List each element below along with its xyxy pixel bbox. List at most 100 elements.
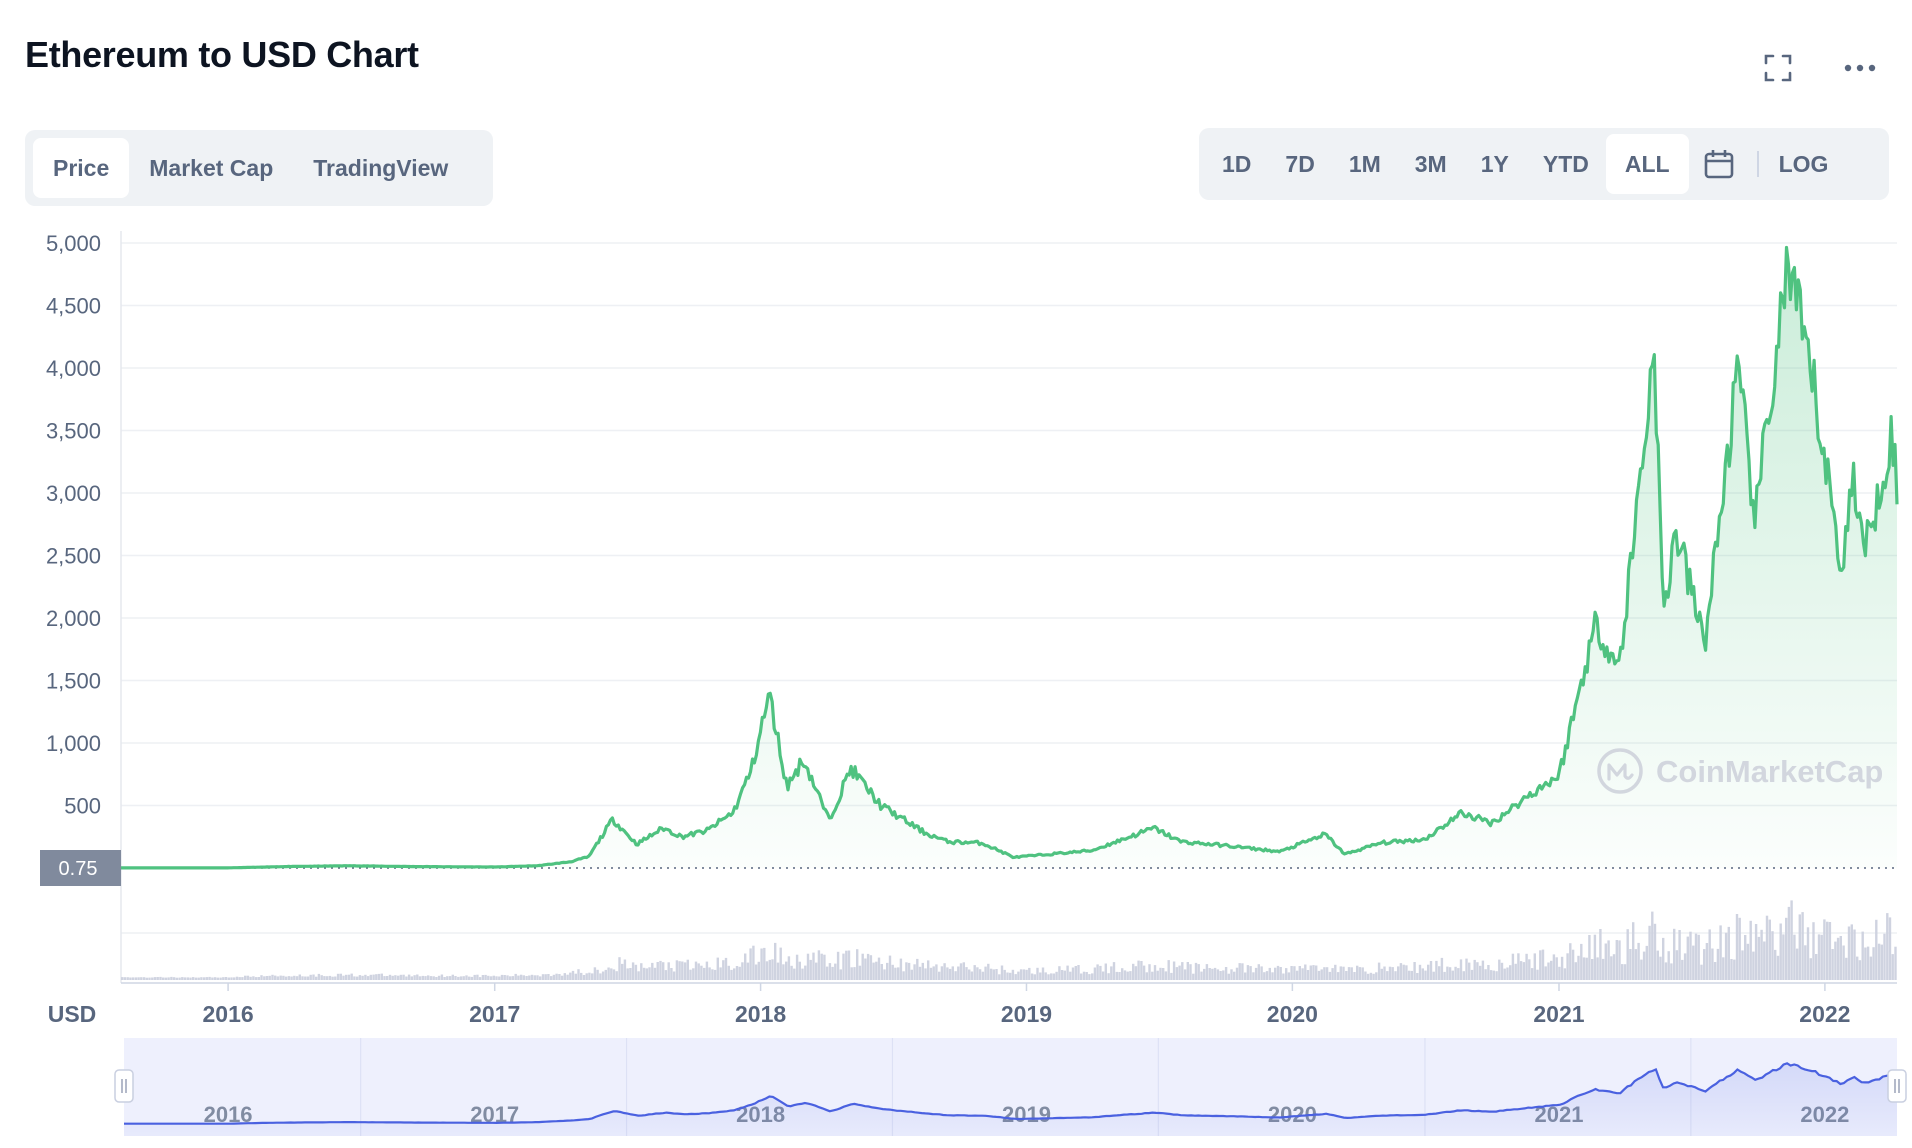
volume-bar	[978, 969, 982, 980]
volume-bar	[932, 966, 935, 980]
volume-bar	[429, 976, 433, 980]
volume-bar	[427, 975, 430, 980]
volume-bar	[1254, 967, 1258, 980]
volume-bar	[1675, 950, 1679, 980]
range-3m[interactable]: 3M	[1414, 150, 1447, 177]
y-tick-label: 2,000	[46, 606, 101, 631]
volume-bar	[1593, 934, 1597, 980]
volume-bar	[1298, 966, 1301, 980]
tab-tradingview[interactable]: TradingView	[313, 154, 449, 181]
volume-bar	[1208, 968, 1211, 980]
volume-bar	[1563, 968, 1567, 980]
volume-bar	[875, 961, 878, 980]
chart-type-tabs: Price Market Cap TradingView	[25, 130, 493, 206]
volume-bar	[1265, 971, 1269, 980]
volume-bar	[1883, 933, 1886, 980]
volume-bar	[746, 962, 750, 980]
volume-bar	[1085, 972, 1088, 980]
range-1d[interactable]: 1D	[1222, 150, 1252, 177]
log-scale-toggle[interactable]: LOG	[1778, 150, 1829, 177]
volume-bar	[1167, 960, 1170, 980]
volume-bar	[1558, 966, 1561, 980]
volume-bar	[831, 966, 834, 980]
volume-bar	[1183, 969, 1187, 980]
volume-bar	[757, 961, 760, 980]
volume-bar	[1489, 970, 1493, 980]
volume-bar	[790, 965, 793, 980]
volume-bar	[1730, 959, 1733, 980]
volume-bar	[1069, 971, 1072, 980]
volume-bar	[1260, 966, 1263, 980]
volume-bar	[1806, 927, 1810, 980]
volume-bar	[856, 949, 859, 980]
volume-bar	[1798, 914, 1801, 980]
navigator-handle-right[interactable]	[1887, 1069, 1907, 1103]
volume-bar	[836, 951, 840, 980]
volume-bar	[1823, 919, 1826, 980]
range-ytd[interactable]: YTD	[1542, 150, 1589, 177]
volume-bar	[984, 966, 987, 980]
volume-bar	[637, 971, 640, 980]
volume-bar	[268, 975, 271, 980]
calendar-icon[interactable]	[1689, 134, 1749, 194]
volume-bar	[1686, 936, 1689, 980]
volume-bar	[1705, 943, 1709, 980]
volume-bar	[700, 965, 703, 980]
volume-bar	[1451, 970, 1454, 980]
volume-bar	[1645, 945, 1648, 980]
volume-bar	[1533, 953, 1536, 980]
current-price-badge: 0.75	[40, 850, 121, 886]
volume-bars	[121, 900, 1897, 980]
volume-bar	[1429, 961, 1433, 980]
volume-bar	[820, 953, 823, 980]
volume-bar	[847, 950, 851, 980]
range-7d[interactable]: 7D	[1285, 150, 1315, 177]
volume-bar	[839, 969, 842, 980]
volume-bar	[1809, 958, 1812, 980]
volume-bar	[1074, 966, 1077, 980]
expand-icon[interactable]	[1756, 46, 1800, 90]
tab-price[interactable]: Price	[33, 138, 130, 198]
volume-bar	[670, 968, 673, 980]
volume-bar	[1446, 966, 1449, 980]
volume-bar	[675, 960, 679, 980]
volume-bar	[544, 974, 547, 980]
volume-bar	[1484, 969, 1487, 980]
volume-bar	[962, 962, 965, 980]
range-all[interactable]: ALL	[1605, 134, 1689, 194]
range-1y[interactable]: 1Y	[1480, 150, 1509, 177]
more-dots-icon[interactable]	[1838, 46, 1882, 90]
volume-bar	[1194, 962, 1198, 980]
volume-bar	[1757, 936, 1761, 980]
volume-bar	[1793, 934, 1796, 980]
y-tick-label: 4,000	[46, 356, 101, 381]
range-1m[interactable]: 1M	[1348, 150, 1381, 177]
volume-bar	[131, 977, 135, 980]
volume-bar	[1722, 957, 1725, 980]
volume-bar	[787, 956, 791, 980]
volume-bar	[1181, 962, 1184, 980]
tab-market-cap[interactable]: Market Cap	[149, 154, 274, 181]
volume-bar	[1612, 954, 1616, 980]
volume-bar	[599, 973, 602, 980]
volume-bar	[1768, 919, 1771, 980]
volume-bar	[541, 974, 545, 980]
volume-bar	[1380, 968, 1383, 980]
volume-bar	[992, 969, 995, 980]
volume-bar	[1386, 971, 1389, 980]
volume-bar	[361, 975, 364, 980]
volume-bar	[577, 969, 580, 980]
volume-bar	[1487, 965, 1490, 980]
volume-bar	[366, 976, 370, 980]
volume-bar	[511, 976, 515, 980]
volume-bar	[738, 966, 741, 980]
volume-bar	[850, 967, 853, 980]
volume-bar	[1648, 925, 1651, 980]
volume-bar	[1372, 973, 1375, 980]
volume-bar	[1342, 966, 1345, 980]
volume-bar	[716, 957, 719, 980]
volume-bar	[1621, 964, 1624, 980]
navigator-handle-left[interactable]	[114, 1069, 134, 1103]
